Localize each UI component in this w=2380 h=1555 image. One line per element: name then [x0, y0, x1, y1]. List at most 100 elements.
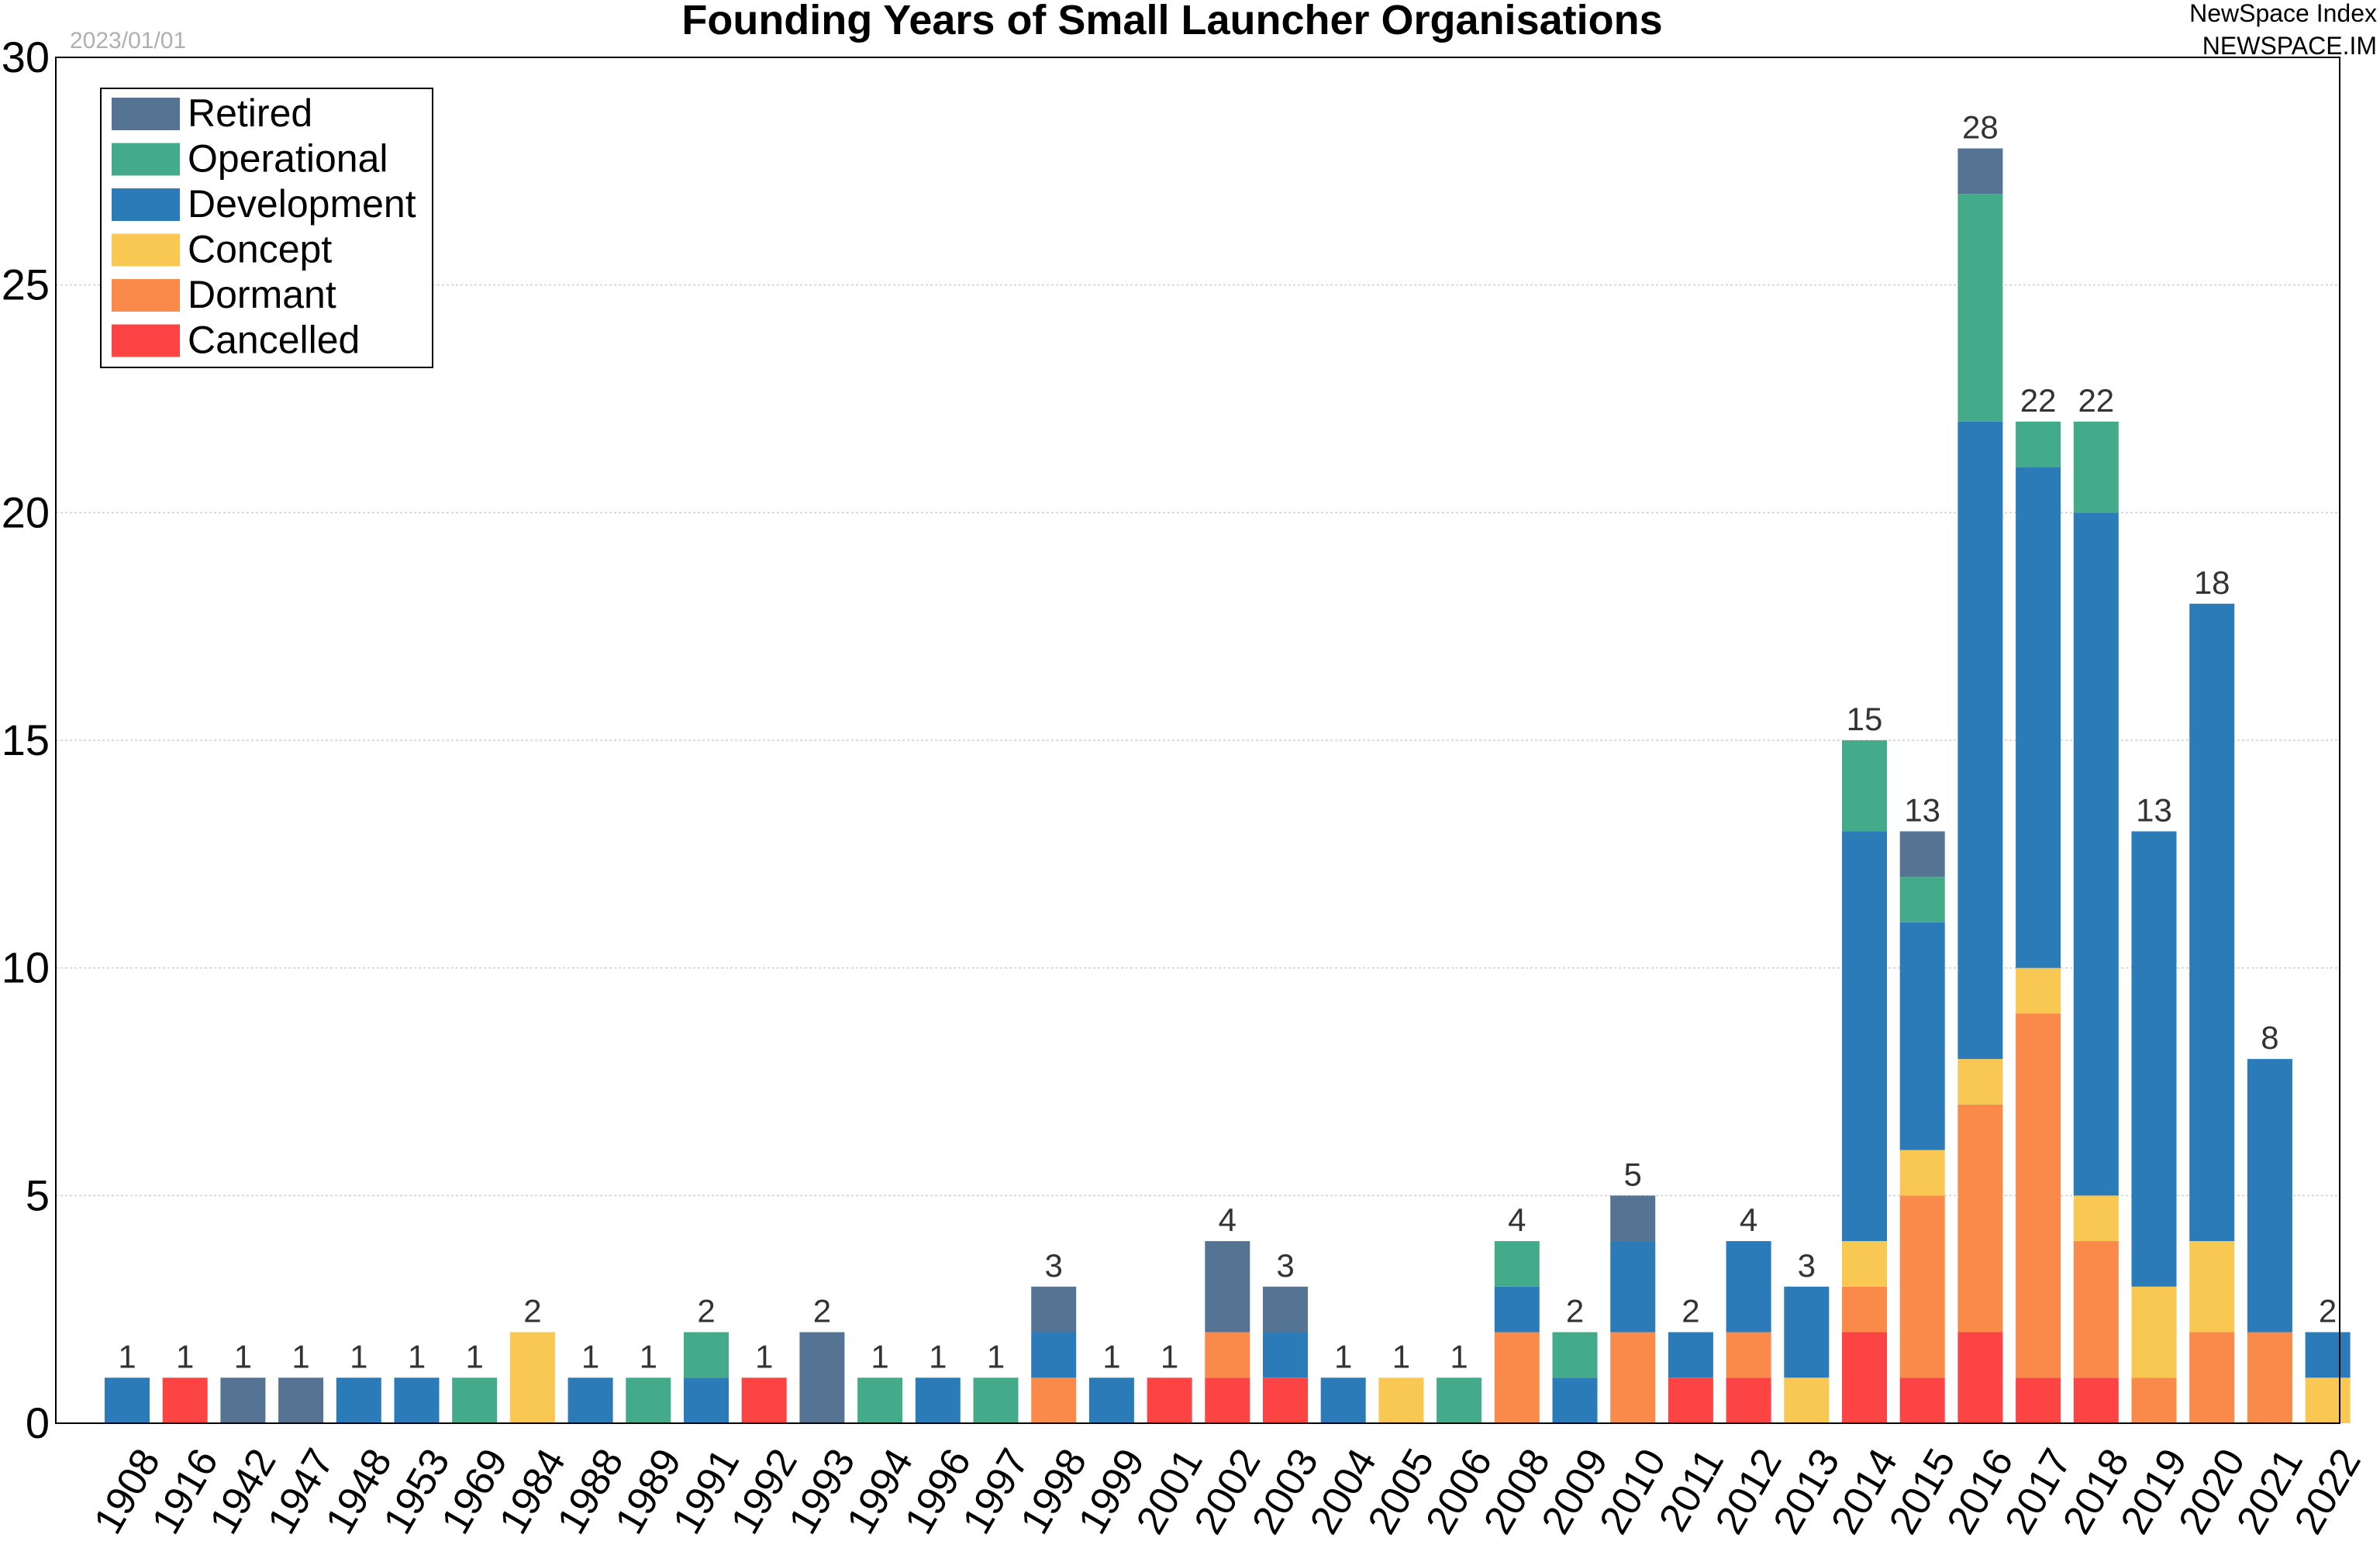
bar-segment-operational [1494, 1241, 1540, 1287]
bar-segment-concept [1957, 1059, 2003, 1105]
bar-total-label: 1 [1392, 1338, 1410, 1374]
bar-segment-operational [857, 1377, 903, 1423]
bar-segment-operational [1552, 1332, 1598, 1378]
bar-segment-retired [1610, 1195, 1656, 1242]
bar-segment-dormant [2189, 1332, 2235, 1423]
bar-total-label: 1 [581, 1338, 599, 1374]
bar-segment-dormant [1205, 1332, 1250, 1378]
bar-segment-development [1088, 1377, 1134, 1423]
bar-segment-cancelled [1263, 1377, 1308, 1423]
bar-total-label: 4 [1508, 1202, 1526, 1238]
bar-segment-concept [2073, 1195, 2119, 1242]
legend-label-operational: Operational [188, 137, 388, 181]
plot-frame [55, 57, 2340, 1424]
bar-segment-retired [1957, 148, 2003, 195]
bar-segment-development [105, 1377, 150, 1423]
bar-segment-cancelled [1668, 1377, 1713, 1423]
bar-segment-retired [1899, 831, 1945, 877]
legend-label-cancelled: Cancelled [188, 319, 360, 362]
bar-segment-dormant [1899, 1195, 1945, 1378]
bar-segment-dormant [1842, 1286, 1887, 1333]
y-axis: 0 5 10 15 20 25 30 [2, 33, 50, 1447]
bar-segment-cancelled [741, 1377, 787, 1423]
bar-segment-dormant [1494, 1332, 1540, 1423]
bar-segment-concept [509, 1332, 555, 1423]
bar-total-label: 13 [1904, 791, 1940, 828]
bar-segment-retired [220, 1377, 266, 1423]
bar-total-label: 13 [2136, 791, 2172, 828]
bar-segment-operational [973, 1377, 1019, 1423]
bar-segment-cancelled [2016, 1377, 2061, 1423]
bar-total-label: 2 [697, 1293, 715, 1329]
bar-segment-cancelled [1726, 1377, 1771, 1423]
legend: RetiredOperationalDevelopmentConceptDorm… [100, 88, 433, 368]
bar-total-label: 22 [2078, 382, 2114, 419]
legend-swatch-retired [112, 98, 180, 130]
bar-segment-cancelled [2073, 1377, 2119, 1423]
bar-total-label: 1 [640, 1338, 657, 1374]
bar-segment-cancelled [1842, 1332, 1887, 1423]
brand-url: NEWSPACE.IM [2202, 32, 2377, 60]
bar-segment-operational [1899, 877, 1945, 922]
bar-segment-cancelled [1899, 1377, 1945, 1423]
bar-segment-dormant [2131, 1377, 2177, 1423]
brand-name: NewSpace Index [2189, 0, 2377, 27]
bar-total-label: 1 [755, 1338, 773, 1374]
bar-segment-retired [1205, 1241, 1250, 1333]
bar-total-label: 1 [1161, 1338, 1178, 1374]
bar-segment-development [915, 1377, 961, 1423]
bar-total-label: 1 [350, 1338, 367, 1374]
bar-segment-development [1552, 1377, 1598, 1423]
bar-segment-retired [1263, 1286, 1308, 1333]
bar-segment-development [1263, 1332, 1308, 1378]
bar-total-label: 1 [234, 1338, 252, 1374]
bar-total-label: 1 [1334, 1338, 1352, 1374]
bar-segment-dormant [2247, 1332, 2292, 1423]
bar-total-label: 3 [1045, 1247, 1063, 1284]
legend-label-retired: Retired [188, 91, 312, 135]
bar-segment-development [2073, 512, 2119, 1196]
bar-total-label: 1 [929, 1338, 947, 1374]
bars [105, 148, 2351, 1423]
bar-segment-operational [1842, 740, 1887, 832]
legend-box [100, 88, 433, 368]
date-label: 2023/01/01 [70, 28, 186, 53]
bar-total-label: 1 [408, 1338, 426, 1374]
legend-label-dormant: Dormant [188, 273, 336, 316]
bar-total-label: 2 [2319, 1293, 2337, 1329]
bar-segment-cancelled [1147, 1377, 1192, 1423]
y-tick-label: 5 [26, 1171, 50, 1219]
bar-segment-development [2189, 603, 2235, 1242]
bar-segment-concept [2131, 1286, 2177, 1378]
bar-segment-retired [278, 1377, 324, 1423]
bar-segment-dormant [1031, 1377, 1077, 1423]
bar-segment-operational [1437, 1377, 1482, 1423]
bar-segment-development [2016, 467, 2061, 968]
bar-segment-concept [1842, 1241, 1887, 1287]
bar-segment-development [1726, 1241, 1771, 1333]
legend-swatch-concept [112, 233, 180, 267]
bar-total-label: 8 [2261, 1019, 2278, 1056]
bar-total-label: 2 [813, 1293, 831, 1329]
bar-segment-dormant [2073, 1241, 2119, 1378]
bar-segment-development [1668, 1332, 1713, 1378]
bar-segment-concept [1784, 1377, 1830, 1423]
bar-segment-concept [2016, 967, 2061, 1014]
bar-total-label: 1 [987, 1338, 1005, 1374]
legend-label-development: Development [188, 182, 416, 226]
bar-total-label: 3 [1276, 1247, 1294, 1284]
bar-segment-development [1784, 1286, 1830, 1378]
bar-segment-retired [1031, 1286, 1077, 1333]
bar-total-label: 1 [466, 1338, 484, 1374]
bar-total-label: 1 [118, 1338, 136, 1374]
bar-total-label: 4 [1740, 1202, 1757, 1238]
bar-segment-development [2131, 831, 2177, 1287]
bar-segment-development [2247, 1059, 2292, 1333]
y-tick-label: 10 [2, 943, 50, 992]
bar-segment-concept [1378, 1377, 1424, 1423]
bar-segment-operational [684, 1332, 729, 1378]
bar-segment-development [1320, 1377, 1366, 1423]
chart-title: Founding Years of Small Launcher Organis… [681, 0, 1662, 43]
y-tick-label: 30 [2, 33, 50, 81]
